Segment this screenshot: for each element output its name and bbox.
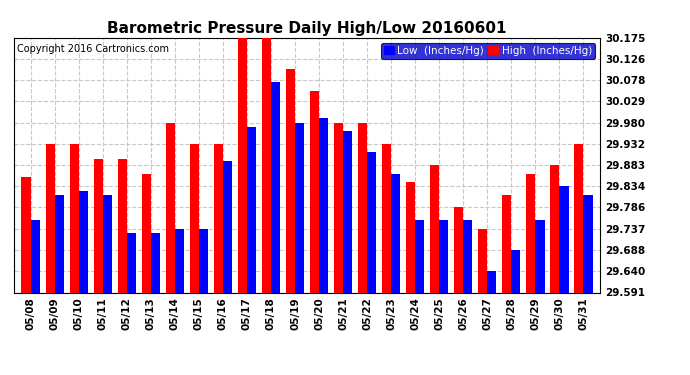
Bar (247, 127, 256, 292)
Bar (190, 144, 199, 292)
Bar (141, 174, 151, 292)
Title: Barometric Pressure Daily High/Low 20160601: Barometric Pressure Daily High/Low 20160… (108, 21, 506, 36)
Text: Copyright 2016 Cartronics.com: Copyright 2016 Cartronics.com (17, 44, 169, 54)
Bar (117, 159, 127, 292)
Bar (551, 165, 560, 292)
Bar (103, 195, 112, 292)
Bar (463, 220, 473, 292)
Bar (584, 195, 593, 292)
Bar (21, 177, 30, 292)
Bar (94, 159, 103, 292)
Bar (358, 123, 367, 292)
Bar (391, 174, 400, 292)
Bar (151, 233, 160, 292)
Bar (295, 123, 304, 292)
Bar (406, 183, 415, 292)
Bar (262, 38, 271, 292)
Bar (70, 144, 79, 292)
Bar (166, 123, 175, 292)
Bar (271, 82, 280, 292)
Bar (574, 144, 584, 292)
Bar (30, 220, 40, 292)
Bar (319, 118, 328, 292)
Bar (286, 69, 295, 292)
Bar (511, 250, 520, 292)
Bar (487, 271, 497, 292)
Bar (440, 220, 449, 292)
Bar (535, 220, 544, 292)
Bar (55, 195, 63, 292)
Bar (46, 144, 55, 292)
Bar (367, 152, 376, 292)
Bar (478, 229, 487, 292)
Bar (382, 144, 391, 292)
Bar (343, 131, 352, 292)
Bar (454, 207, 463, 292)
Bar (238, 38, 247, 292)
Bar (310, 91, 319, 292)
Bar (214, 144, 223, 292)
Bar (430, 165, 440, 292)
Bar (502, 195, 511, 292)
Bar (526, 174, 535, 292)
Bar (560, 186, 569, 292)
Bar (199, 229, 208, 292)
Bar (415, 220, 424, 292)
Bar (175, 229, 184, 292)
Legend: Low  (Inches/Hg), High  (Inches/Hg): Low (Inches/Hg), High (Inches/Hg) (381, 43, 595, 59)
Bar (334, 123, 343, 292)
Bar (223, 160, 232, 292)
Bar (79, 191, 88, 292)
Bar (127, 233, 136, 292)
